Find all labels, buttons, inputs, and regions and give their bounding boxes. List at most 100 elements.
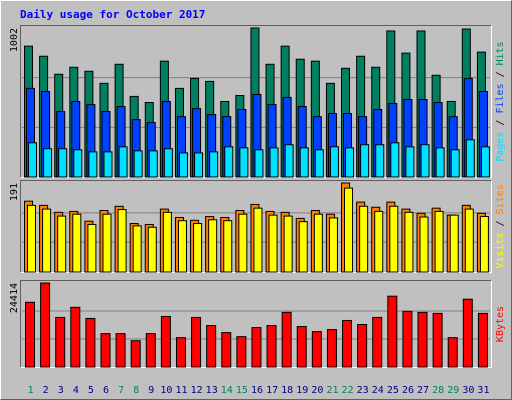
bar [55,316,66,368]
bar [432,312,443,368]
bar [253,207,263,273]
x-tick-label: 23 [357,385,369,396]
bar [405,146,415,178]
bar [480,146,490,178]
bar [359,205,369,273]
bar [133,150,143,178]
legend-entry: Sites [495,184,506,214]
x-tick-label: 19 [296,385,308,396]
bar [387,295,398,368]
x-tick-label: 3 [58,385,64,396]
x-tick-label: 12 [191,385,203,396]
x-tick-label: 1 [28,385,34,396]
x-tick-label: 8 [133,385,139,396]
bar [281,311,292,368]
legend-separator: / [495,114,506,132]
bar [57,215,67,273]
bar [450,149,460,178]
y-tick-label: 191 [9,183,20,201]
bar [27,204,36,273]
bar [221,332,232,368]
bar [130,340,141,368]
bar [42,208,52,273]
plot-border-dark [20,280,492,368]
bar [236,336,247,368]
bar [435,147,445,178]
legend: Visits / Sites [495,184,506,268]
x-tick-label: 11 [175,385,187,396]
bar [420,144,430,178]
x-tick-label: 25 [387,385,399,396]
bar [342,319,353,368]
bar [178,152,188,178]
bar [194,152,204,178]
bar [148,150,158,178]
bar [88,151,98,178]
bar [103,151,113,178]
x-tick-label: 16 [251,385,263,396]
chart-title: Daily usage for October 2017 [20,8,205,21]
bar [223,220,233,273]
bar [328,217,338,273]
bar [419,216,429,273]
bar [296,326,307,368]
bar [73,149,83,178]
bar [314,149,324,178]
bar [85,317,96,368]
bar [464,208,474,273]
bar [266,325,277,368]
bar [390,142,400,178]
x-tick-label: 17 [266,385,278,396]
bar [160,315,171,368]
bar [298,221,308,273]
bar [313,213,323,273]
bar [28,142,37,178]
legend-entry: Pages [495,132,506,162]
bar [209,151,219,178]
bar [145,333,156,368]
x-tick-label: 13 [206,385,218,396]
bar [360,144,370,178]
bar [175,337,186,368]
bar [206,325,217,368]
x-tick-label: 4 [73,385,79,396]
bar [434,210,444,273]
x-tick-label: 21 [326,385,338,396]
bar [254,149,264,178]
bar [208,219,218,273]
bar [357,324,368,368]
bar [284,144,294,178]
x-tick-label: 22 [342,385,354,396]
x-tick-label: 6 [103,385,109,396]
x-tick-label: 18 [281,385,293,396]
x-tick-label: 30 [462,385,474,396]
bar [465,139,475,178]
x-tick-label: 15 [236,385,248,396]
bar [462,298,473,368]
bar [479,216,489,273]
bar [193,223,203,273]
bar [177,220,187,273]
x-tick-label: 2 [43,385,49,396]
bar [147,226,157,273]
bar [449,214,459,273]
bar [191,316,202,368]
plot-border-dark [20,180,492,273]
bar [299,147,309,178]
legend-entry: Files [495,83,506,113]
bar [25,301,35,368]
bar [117,209,127,273]
x-tick-label: 24 [372,385,384,396]
bar [402,310,413,368]
plot-border-dark [20,25,492,178]
x-tick-label: 26 [402,385,414,396]
bar [163,148,173,178]
bar [345,147,355,178]
bar [132,225,142,273]
bar [389,205,399,273]
x-tick-label: 5 [88,385,94,396]
x-tick-label: 20 [311,385,323,396]
bar [224,146,234,178]
